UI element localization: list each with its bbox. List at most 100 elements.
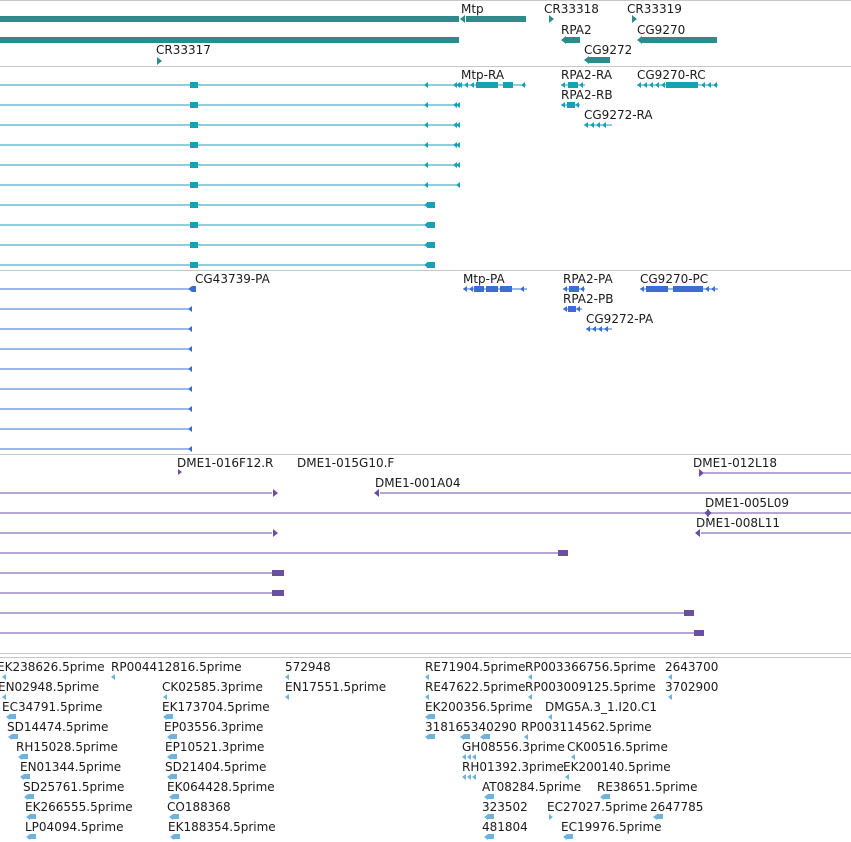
- transcript-arrow[interactable]: [649, 82, 653, 88]
- transcript-arrow[interactable]: [561, 102, 565, 108]
- est-arrow[interactable]: [462, 754, 466, 760]
- est-label[interactable]: 2643700: [665, 660, 719, 674]
- est-label[interactable]: RP003009125.5prime: [525, 680, 656, 694]
- prediction-arrow[interactable]: [188, 386, 192, 392]
- est-label[interactable]: EN02948.5prime: [0, 680, 100, 694]
- prediction-arrow[interactable]: [711, 286, 715, 292]
- transcript-arrow[interactable]: [637, 82, 641, 88]
- transcript-exon[interactable]: [427, 262, 435, 268]
- est-arrow[interactable]: [524, 734, 528, 740]
- est-arrow[interactable]: [548, 714, 552, 720]
- gene-arrow[interactable]: [460, 15, 465, 23]
- clone-block[interactable]: [694, 630, 704, 636]
- est-arrow[interactable]: [549, 814, 553, 820]
- prediction-arrow[interactable]: [592, 326, 596, 332]
- transcript-arrow[interactable]: [575, 102, 579, 108]
- transcript-label[interactable]: RPA2-RB: [561, 88, 613, 102]
- est-label[interactable]: RH01392.3prime: [462, 760, 564, 774]
- transcript-exon[interactable]: [190, 82, 198, 88]
- est-label[interactable]: SD25761.5prime: [23, 780, 125, 794]
- prediction-label[interactable]: CG9272-PA: [586, 312, 654, 326]
- gene-arrow[interactable]: [637, 36, 642, 44]
- prediction-arrow[interactable]: [188, 326, 192, 332]
- prediction-arrow[interactable]: [563, 286, 567, 292]
- est-arrow[interactable]: [111, 674, 115, 680]
- est-arrow[interactable]: [565, 774, 569, 780]
- est-label[interactable]: 3702900: [665, 680, 719, 694]
- est-label[interactable]: EK200356.5prime: [425, 700, 533, 714]
- transcript-exon[interactable]: [427, 222, 435, 228]
- transcript-label[interactable]: CG9270-RC: [637, 68, 706, 82]
- est-block[interactable]: [604, 794, 610, 799]
- est-block[interactable]: [30, 834, 36, 839]
- transcript-arrow[interactable]: [470, 82, 474, 88]
- transcript-exon[interactable]: [190, 102, 198, 108]
- prediction-arrow[interactable]: [188, 306, 192, 312]
- est-label[interactable]: 323502: [482, 800, 528, 814]
- transcript-arrow[interactable]: [424, 102, 428, 108]
- est-arrow[interactable]: [20, 774, 24, 780]
- gene-arrow-cr33318[interactable]: [549, 15, 554, 23]
- transcript-arrow[interactable]: [458, 82, 462, 88]
- est-arrow[interactable]: [2, 694, 6, 700]
- est-arrow[interactable]: [18, 754, 22, 760]
- transcript-arrow[interactable]: [707, 82, 711, 88]
- est-arrow[interactable]: [480, 734, 484, 740]
- est-arrow[interactable]: [425, 734, 429, 740]
- est-arrow[interactable]: [571, 754, 575, 760]
- est-block[interactable]: [488, 814, 494, 819]
- est-arrow[interactable]: [26, 814, 30, 820]
- est-label[interactable]: EN17551.5prime: [285, 680, 387, 694]
- est-label[interactable]: RP003114562.5prime: [521, 720, 652, 734]
- clone-label[interactable]: DME1-005L09: [705, 496, 789, 510]
- prediction-exon[interactable]: [673, 286, 703, 292]
- est-label[interactable]: DMG5A.3_1.I20.C1: [545, 700, 658, 714]
- est-label[interactable]: 572948: [285, 660, 331, 674]
- est-label[interactable]: 481804: [482, 820, 528, 834]
- transcript-arrow[interactable]: [464, 82, 468, 88]
- prediction-arrow[interactable]: [188, 286, 192, 292]
- gene-bar-cg9272[interactable]: [588, 57, 610, 63]
- transcript-arrow[interactable]: [453, 102, 457, 108]
- est-block[interactable]: [657, 814, 663, 819]
- clone-arrow[interactable]: [178, 469, 182, 475]
- prediction-arrow[interactable]: [598, 326, 602, 332]
- prediction-arrow[interactable]: [188, 446, 192, 452]
- est-label[interactable]: RE38651.5prime: [597, 780, 698, 794]
- transcript-arrow[interactable]: [643, 82, 647, 88]
- transcript-arrow[interactable]: [456, 142, 460, 148]
- est-label[interactable]: EK266555.5prime: [25, 800, 133, 814]
- transcript-exon[interactable]: [503, 82, 513, 88]
- transcript-exon[interactable]: [567, 102, 575, 108]
- est-block[interactable]: [567, 834, 573, 839]
- est-block[interactable]: [24, 774, 30, 779]
- prediction-exon[interactable]: [486, 286, 498, 292]
- gene-label[interactable]: CR33318: [544, 2, 599, 16]
- est-label[interactable]: EC27027.5prime: [547, 800, 648, 814]
- gene-label[interactable]: CR33317: [156, 43, 211, 57]
- est-block[interactable]: [174, 834, 180, 839]
- prediction-label[interactable]: CG9270-PC: [640, 272, 709, 286]
- prediction-exon[interactable]: [474, 286, 484, 292]
- est-label[interactable]: EK188354.5prime: [168, 820, 276, 834]
- est-label[interactable]: CO188368: [167, 800, 231, 814]
- est-block[interactable]: [488, 834, 494, 839]
- transcript-exon[interactable]: [190, 222, 198, 228]
- transcript-label[interactable]: Mtp-RA: [461, 68, 505, 82]
- transcript-arrow[interactable]: [456, 122, 460, 128]
- clone-arrow[interactable]: [374, 489, 379, 497]
- est-block[interactable]: [464, 734, 470, 739]
- prediction-exon[interactable]: [568, 306, 576, 312]
- est-label[interactable]: CK02585.3prime: [162, 680, 263, 694]
- est-label[interactable]: EK173704.5prime: [162, 700, 270, 714]
- transcript-arrow[interactable]: [521, 82, 525, 88]
- transcript-arrow[interactable]: [424, 82, 428, 88]
- est-arrow[interactable]: [563, 834, 567, 840]
- est-arrow[interactable]: [8, 734, 12, 740]
- transcript-label[interactable]: RPA2-RA: [561, 68, 613, 82]
- est-label[interactable]: EK238626.5prime: [0, 660, 105, 674]
- prediction-exon[interactable]: [569, 286, 579, 292]
- clone-arrow[interactable]: [704, 509, 709, 517]
- est-arrow[interactable]: [653, 814, 657, 820]
